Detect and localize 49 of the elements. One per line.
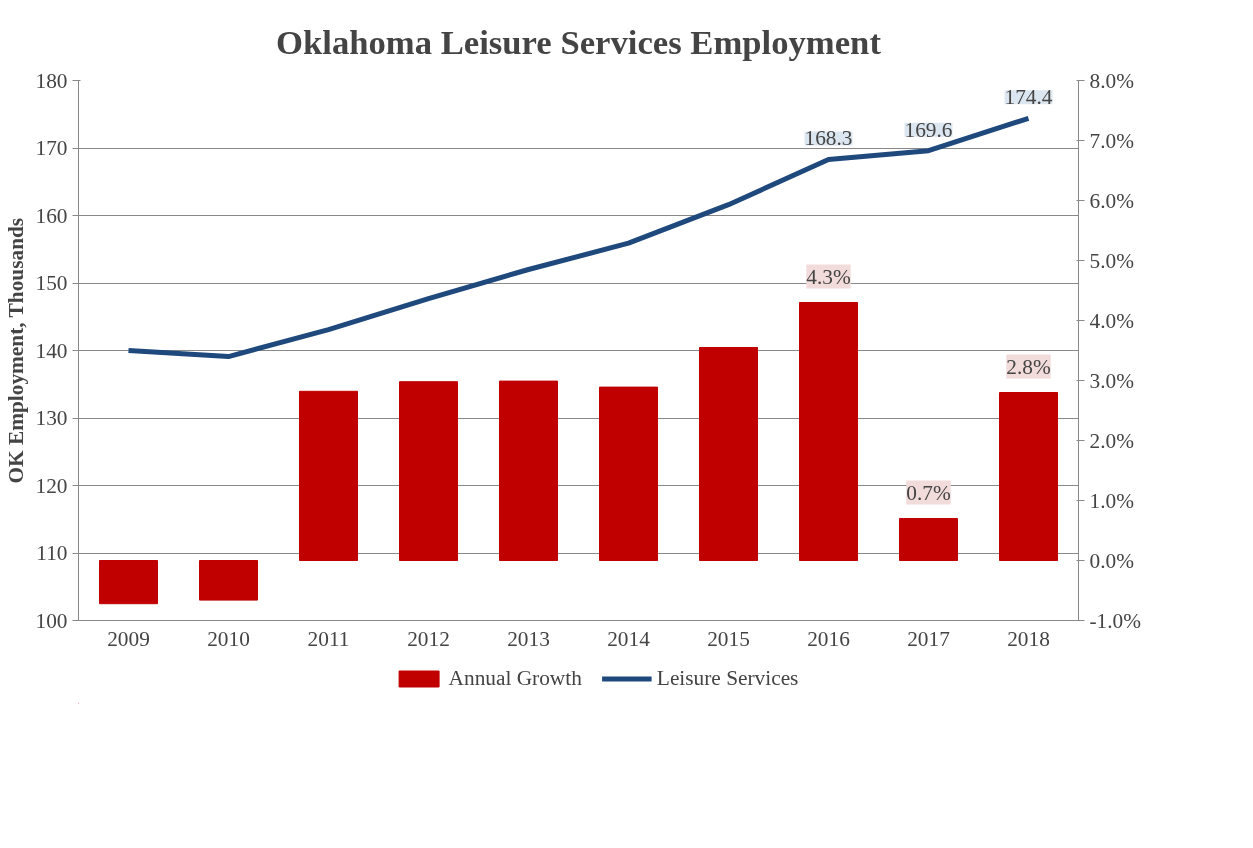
y2-tick-label: 5.0% — [1089, 248, 1135, 273]
y2-tick-label: 1.0% — [1089, 488, 1135, 513]
bar — [199, 560, 258, 601]
x-tick-label: 2009 — [107, 626, 150, 651]
y-tick-label: 140 — [35, 338, 68, 363]
y2-tick-label: 8.0% — [1089, 68, 1135, 93]
x-tick-label: 2018 — [1007, 626, 1050, 651]
y2-tick-label: 3.0% — [1089, 368, 1135, 393]
bar — [299, 390, 358, 561]
bar — [399, 381, 458, 561]
y-tick-label: 120 — [35, 473, 68, 498]
legend-label: Annual Growth — [448, 665, 582, 691]
y-tick-label: 110 — [36, 541, 68, 565]
bar — [999, 392, 1058, 561]
x-tick-label: 2013 — [507, 626, 550, 651]
y2-tick-label: 2.0% — [1089, 428, 1135, 453]
data-label: 169.6 — [904, 117, 953, 142]
y-tick-label: 160 — [35, 203, 68, 228]
x-tick-label: 2015 — [707, 626, 750, 651]
data-label: 0.7% — [906, 480, 951, 505]
x-tick-label: 2014 — [607, 626, 651, 651]
bar — [799, 302, 858, 561]
data-label: 4.3% — [806, 264, 851, 289]
y-axis-title: OK Employment, Thousands — [3, 217, 28, 484]
y2-tick-label: -1.0% — [1089, 608, 1142, 633]
y2-tick-label: 0.0% — [1089, 548, 1135, 573]
y-tick-label: 100 — [35, 608, 68, 633]
chart-title: Oklahoma Leisure Services Employment — [276, 22, 882, 61]
legend-label: Leisure Services — [656, 665, 799, 691]
y2-tick-label: 6.0% — [1089, 188, 1135, 213]
x-tick-label: 2012 — [407, 626, 450, 651]
bar — [699, 347, 758, 561]
bar — [499, 380, 558, 561]
x-tick-label: 2017 — [907, 626, 951, 651]
bar — [99, 560, 158, 605]
x-tick-label: 2011 — [307, 626, 350, 651]
bar — [899, 518, 958, 561]
data-label: 174.4 — [1004, 85, 1053, 110]
data-label: 2.8% — [1006, 354, 1051, 379]
data-label: 168.3 — [804, 126, 853, 151]
y-tick-label: 130 — [35, 406, 68, 430]
x-tick-label: 2010 — [207, 626, 250, 651]
y-tick-label: 180 — [35, 68, 68, 93]
y-tick-label: 150 — [35, 271, 68, 295]
x-tick-label: 2016 — [807, 626, 851, 651]
bar — [599, 386, 658, 561]
y2-tick-label: 7.0% — [1089, 128, 1135, 153]
y-tick-label: 170 — [35, 136, 68, 160]
y2-tick-label: 4.0% — [1089, 308, 1135, 333]
